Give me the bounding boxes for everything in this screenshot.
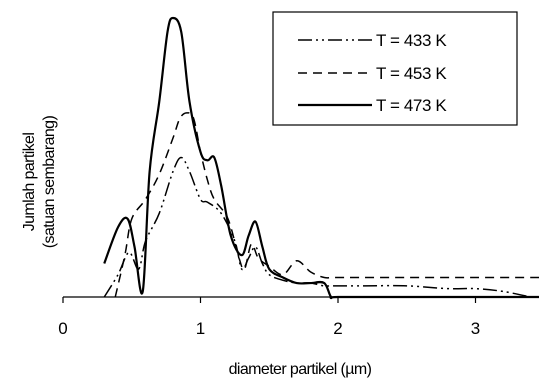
y-axis-title-line-1: Jumlah partikel <box>21 133 38 232</box>
series-line-3 <box>103 16 539 300</box>
series-line-2 <box>114 112 539 298</box>
x-axis-title: diameter partikel (µm) <box>229 361 372 378</box>
legend-label-473: T = 473 K <box>376 96 447 115</box>
x-tick-labels: 0 1 2 3 <box>58 319 480 338</box>
legend-entry-453: T = 453 K <box>298 64 448 83</box>
series-line-1 <box>103 156 531 298</box>
legend-entry-433: T = 433 K <box>298 31 448 50</box>
y-axis-title: Jumlah partikel (satuan sembarang) <box>21 116 58 249</box>
x-tick-label-2: 2 <box>333 319 342 338</box>
legend-box <box>272 11 518 126</box>
legend-entry-473: T = 473 K <box>298 96 448 115</box>
x-tick-label-1: 1 <box>196 319 205 338</box>
legend-label-453: T = 453 K <box>376 64 447 83</box>
x-tick-label-0: 0 <box>58 319 67 338</box>
x-tick-label-3: 3 <box>471 319 480 338</box>
y-axis-title-line-2: (satuan sembarang) <box>41 116 58 249</box>
series-layer <box>103 16 539 300</box>
legend-label-433: T = 433 K <box>376 31 447 50</box>
legend: T = 433 K T = 453 K T = 473 K <box>272 11 518 126</box>
axes: 0 1 2 3 <box>58 296 536 338</box>
